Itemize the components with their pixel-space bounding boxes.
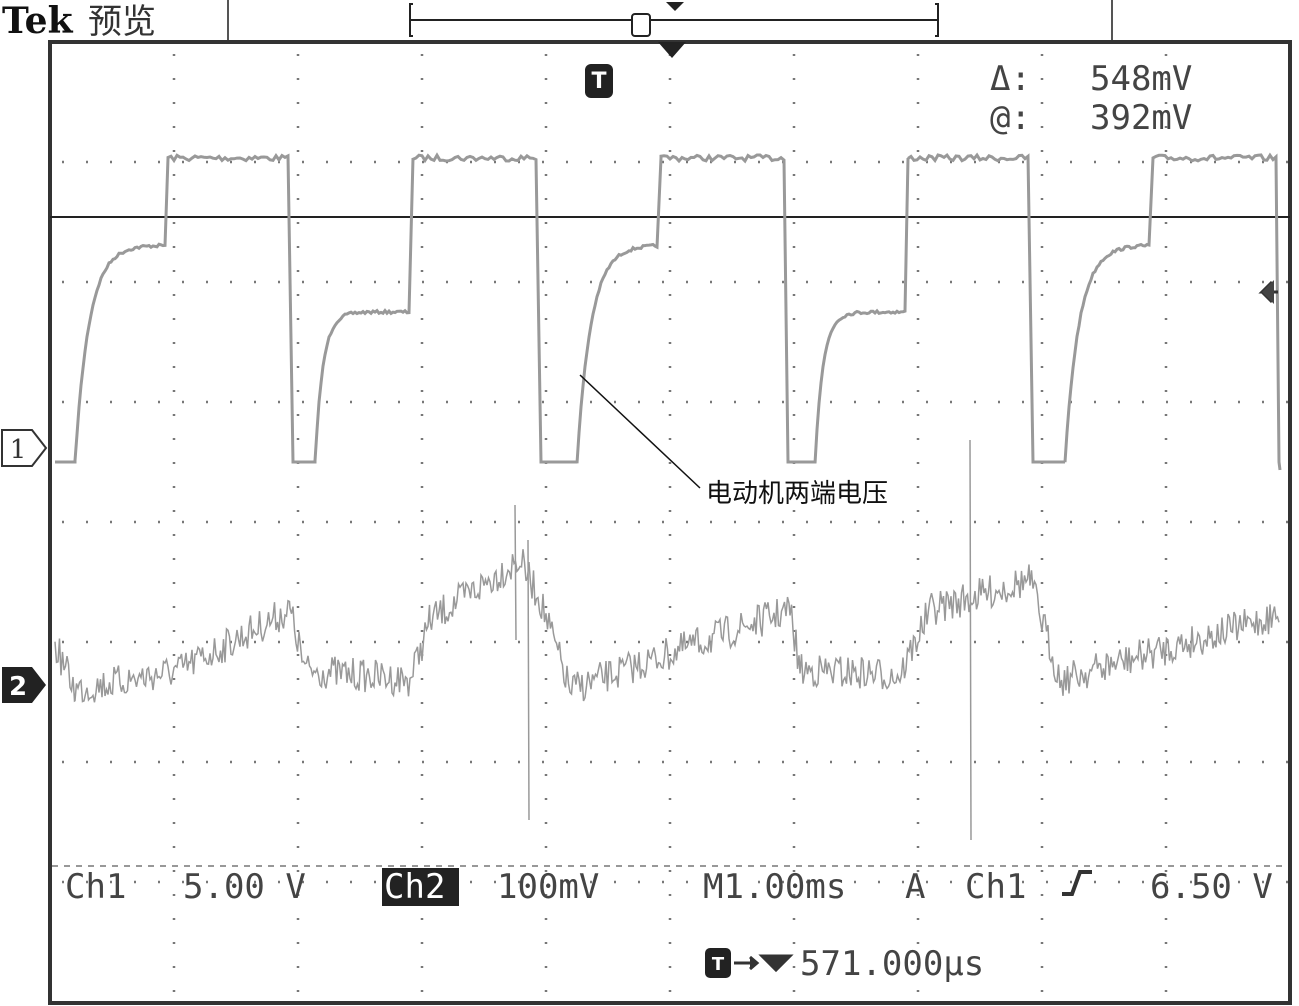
ch1-label: Ch1 [65, 867, 126, 907]
mode: 预览 [88, 2, 156, 42]
ch2-scale: 100mV [497, 867, 599, 907]
trigger-mode: A [905, 867, 925, 907]
trigger-position-arrow [658, 42, 686, 58]
cursor-delta: 548mV [1090, 59, 1192, 99]
cursor-at: 392mV [1090, 98, 1192, 138]
ch2-marker [2, 667, 46, 703]
trigger-source: Ch1 [965, 867, 1026, 907]
ch1-trace [55, 152, 1282, 471]
trigger-pos-icon [705, 948, 731, 978]
cursor-at-label: @: [990, 98, 1031, 138]
cursor-delta-label: Δ: [990, 59, 1031, 99]
ch1-scale: 5.00 V [183, 867, 306, 907]
timebase: M1.00ms [703, 867, 846, 907]
graticule-frame [48, 40, 1292, 1005]
trigger-position: 571.000μs [800, 944, 984, 984]
record-bar [409, 3, 939, 37]
trigger-slope [1062, 870, 1092, 896]
trigger-level: 6.50 V [1150, 867, 1273, 907]
annotation: 电动机两端电压 [706, 479, 888, 509]
annotation-leader [579, 374, 701, 489]
ch2-label: Ch2 [384, 867, 445, 907]
trigger-label: T [591, 69, 606, 94]
trigger-level-marker [1262, 280, 1274, 304]
ch1-marker-label: 1 [10, 435, 27, 465]
trigger-pos-arrow [734, 954, 794, 973]
graticule [52, 44, 1288, 1001]
ch2-label-box [382, 868, 459, 906]
trigger-pos-icon-label: T [712, 954, 725, 975]
record-marker [631, 13, 651, 37]
ch1-marker [1, 429, 48, 467]
ch2-marker-label: 2 [9, 672, 27, 702]
brand: Tek [2, 0, 74, 42]
trigger-icon [585, 64, 613, 98]
record-arrow [666, 2, 684, 11]
ch2-trace [54, 439, 1280, 841]
